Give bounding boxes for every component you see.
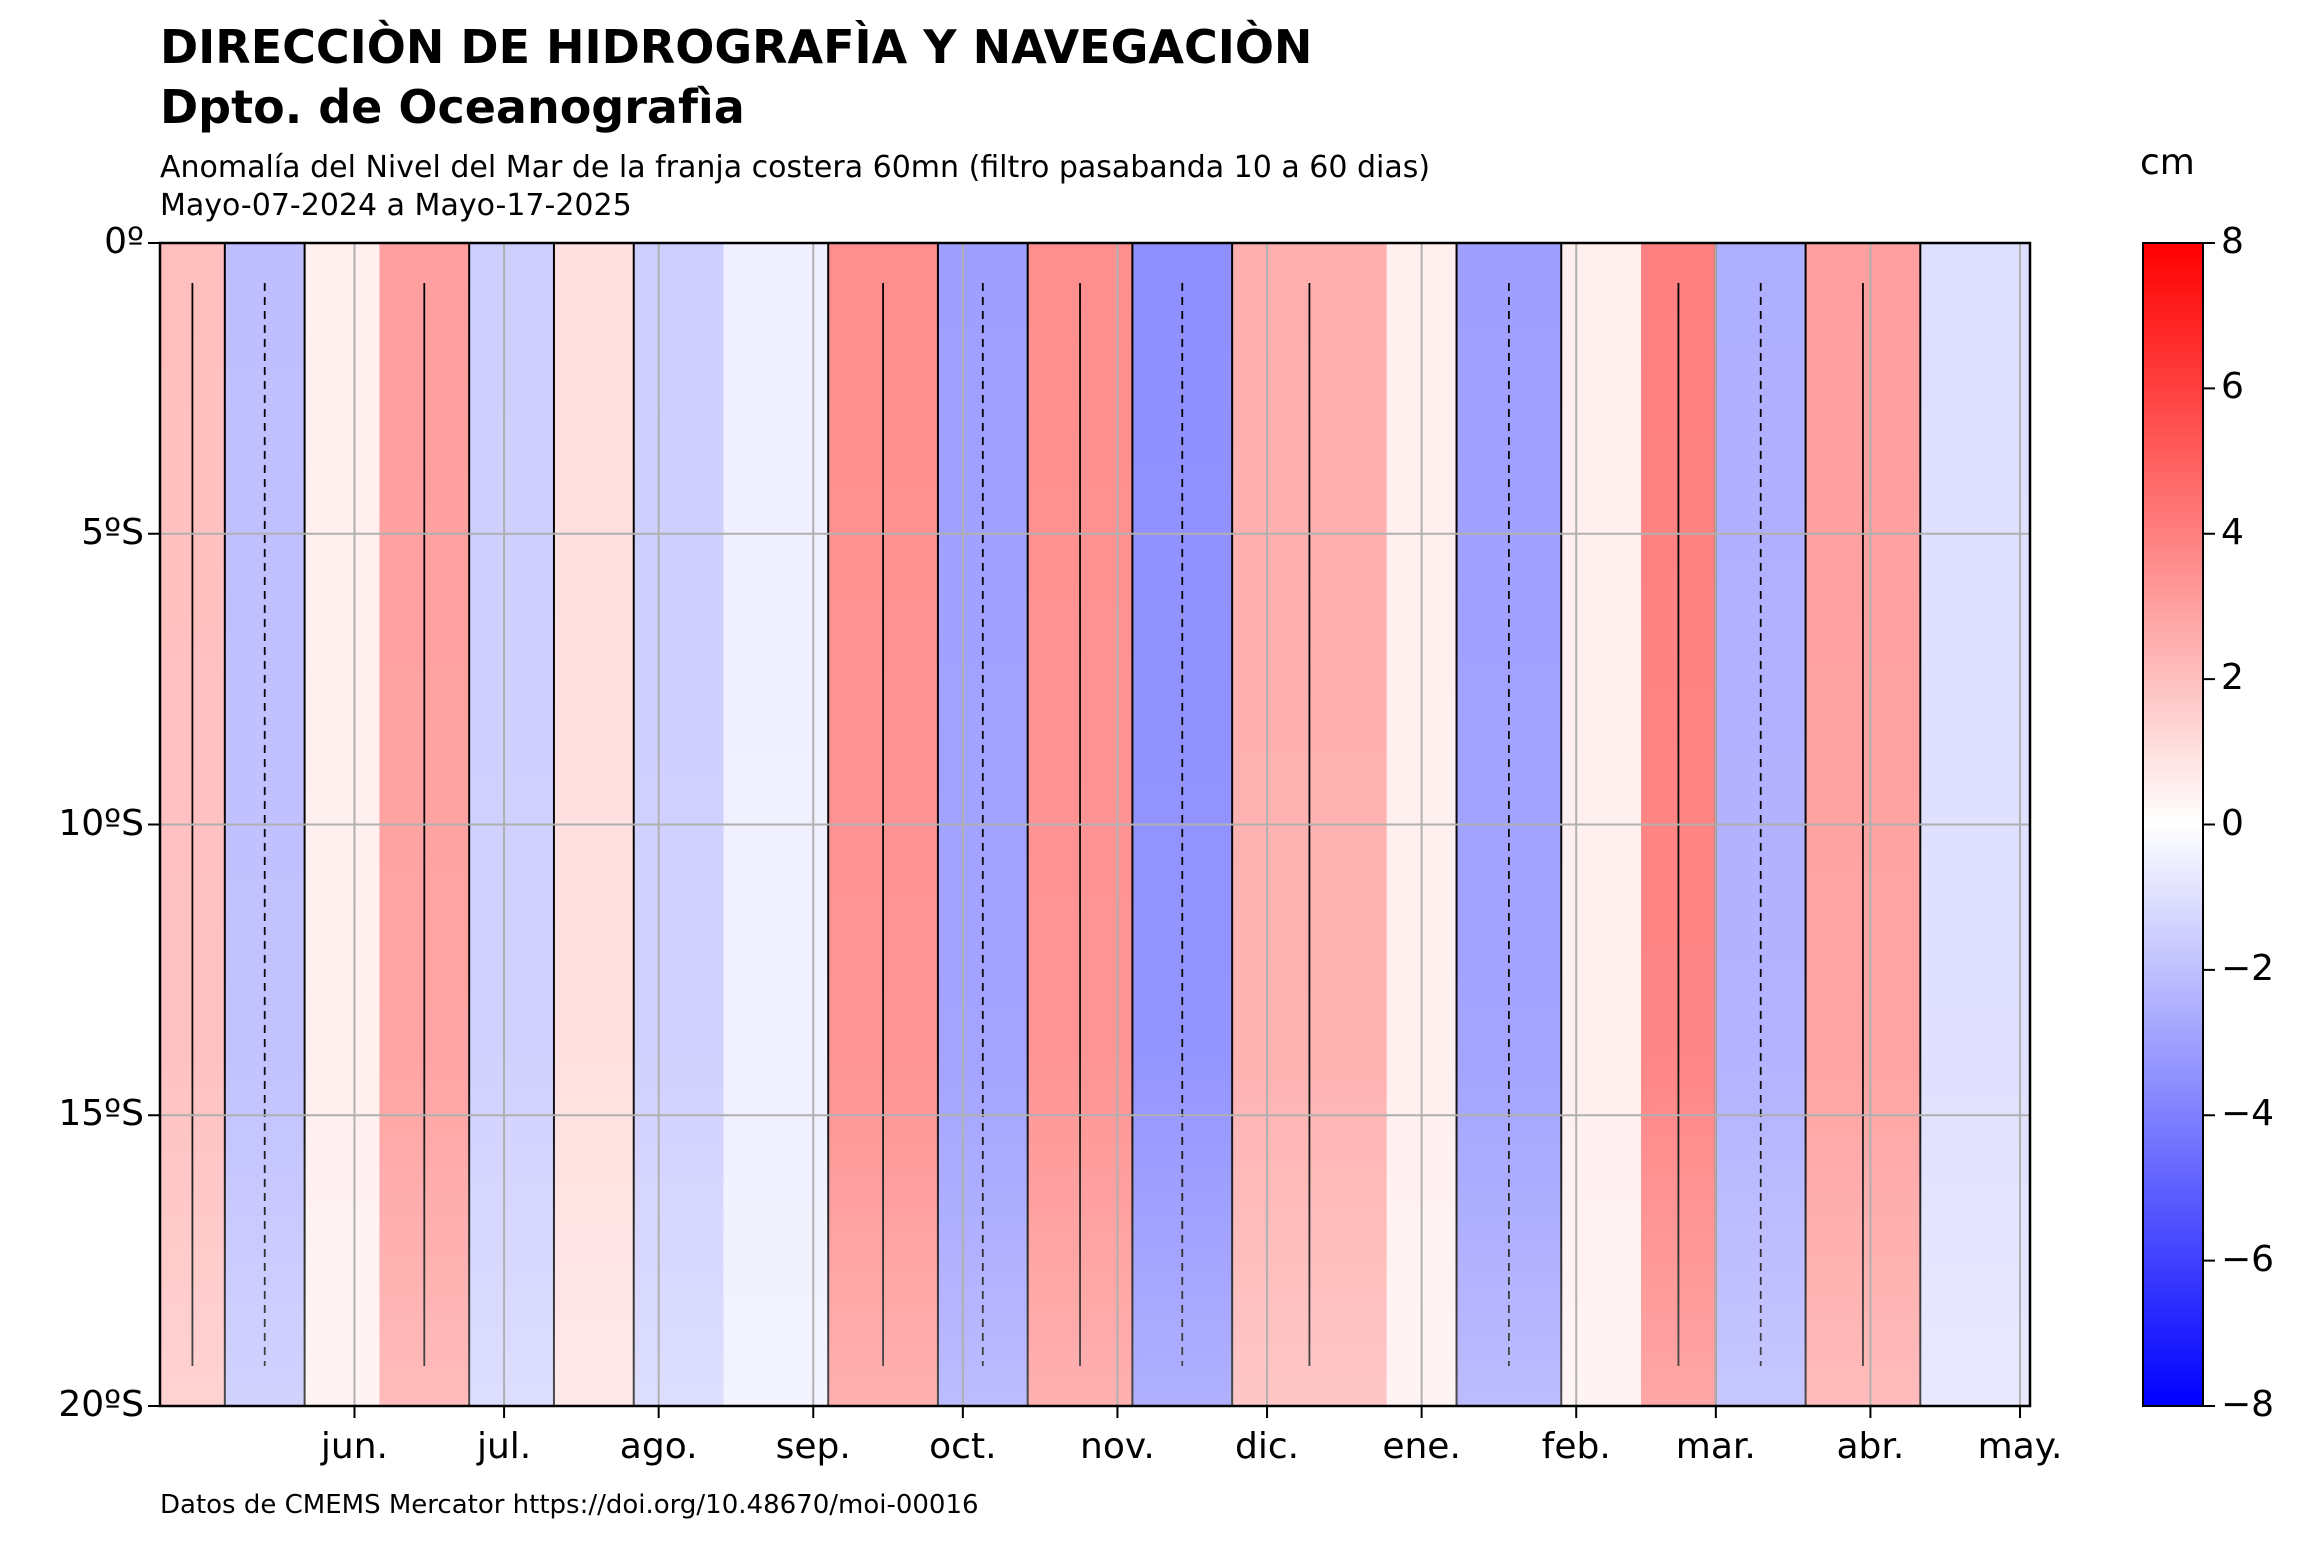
chart-description: Anomalía del Nivel del Mar de la franja … [160,150,1431,185]
colorbar-tick-label: 6 [2221,366,2244,408]
x-tick-label: jul. [476,1426,532,1467]
x-tick-label: ago. [619,1426,698,1467]
y-tick-label: 0º [104,221,144,262]
colorbar-tick-label: −2 [2221,947,2275,989]
colorbar-unit-label: cm [2140,142,2195,183]
colorbar-tick-label: −6 [2221,1238,2275,1280]
y-tick-label: 15ºS [58,1093,144,1135]
colorbar-tick-label: 4 [2221,511,2244,553]
x-tick-label: nov. [1080,1426,1155,1467]
x-tick-label: abr. [1836,1426,1905,1467]
colorbar [2142,242,2204,1407]
x-tick-label: ene. [1382,1426,1461,1467]
y-tick-label: 20ºS [58,1384,144,1425]
x-tick-label: mar. [1675,1426,1756,1467]
chart-subtitle-department: Dpto. de Oceanografìa [160,80,745,134]
x-axis-ticks [353,1406,2022,1418]
colorbar-tick-label: −4 [2221,1093,2275,1135]
y-tick-label: 10ºS [58,802,144,844]
colorbar-tick-label: 0 [2221,802,2244,844]
colorbar-ticks [2203,242,2215,1407]
x-tick-label: feb. [1541,1426,1611,1467]
chart-date-range: Mayo-07-2024 a Mayo-17-2025 [160,188,632,223]
colorbar-tick-label: 2 [2221,657,2244,699]
x-tick-label: jun. [320,1426,388,1467]
y-axis-ticks [148,242,160,1407]
chart-title: DIRECCIÒN DE HIDROGRAFÌA Y NAVEGACIÒN [160,20,1313,74]
data-source-note: Datos de CMEMS Mercator https://doi.org/… [160,1490,979,1520]
x-tick-label: may. [1977,1426,2063,1467]
y-tick-label: 5ºS [81,511,144,553]
grid-lines [160,243,2030,1406]
x-tick-label: dic. [1234,1426,1300,1467]
colorbar-tick-label: −8 [2221,1384,2275,1425]
colorbar-tick-label: 8 [2221,221,2244,262]
x-tick-label: oct. [929,1426,997,1467]
x-tick-label: sep. [775,1426,851,1467]
